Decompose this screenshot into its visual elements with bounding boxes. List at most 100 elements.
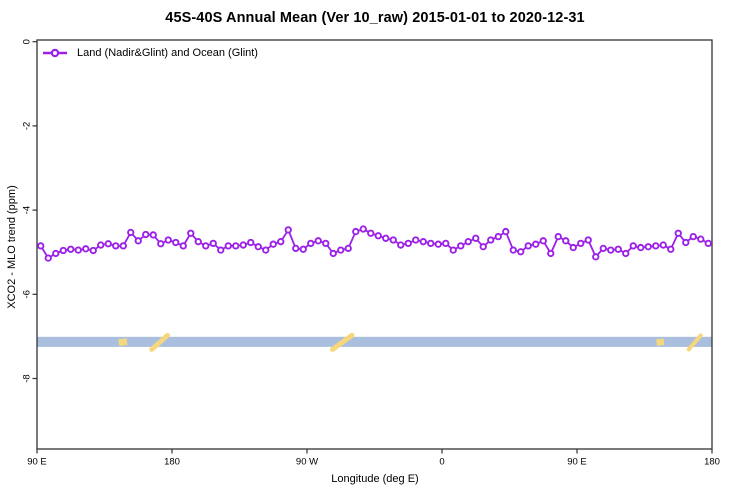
data-point bbox=[629, 242, 637, 250]
data-point bbox=[359, 225, 367, 233]
data-point bbox=[322, 239, 330, 248]
data-point bbox=[164, 236, 172, 244]
data-point bbox=[607, 246, 615, 254]
data-point bbox=[464, 238, 472, 246]
data-point bbox=[614, 245, 622, 253]
data-point bbox=[89, 246, 97, 255]
data-point bbox=[674, 229, 682, 237]
data-point bbox=[412, 236, 420, 244]
data-point bbox=[187, 229, 195, 237]
data-point bbox=[337, 246, 345, 254]
land-segment bbox=[330, 332, 355, 352]
y-tick-label: -2 bbox=[21, 122, 32, 130]
data-point bbox=[449, 246, 457, 254]
data-point bbox=[479, 243, 487, 251]
data-point bbox=[382, 234, 390, 242]
land-segment bbox=[118, 338, 128, 346]
data-point bbox=[532, 240, 540, 248]
data-point bbox=[284, 226, 292, 234]
data-point bbox=[44, 254, 52, 262]
data-point bbox=[472, 234, 480, 242]
data-point bbox=[397, 241, 405, 249]
data-point bbox=[269, 240, 277, 248]
data-point bbox=[352, 227, 360, 236]
data-point bbox=[142, 230, 150, 239]
data-point bbox=[82, 245, 90, 253]
data-point bbox=[299, 245, 307, 253]
data-point bbox=[367, 229, 375, 237]
data-point bbox=[37, 242, 45, 250]
data-point bbox=[569, 243, 577, 252]
data-point bbox=[344, 244, 352, 253]
data-point bbox=[622, 249, 630, 258]
data-point bbox=[59, 246, 67, 255]
data-point bbox=[67, 245, 75, 253]
data-point bbox=[74, 246, 82, 254]
data-point bbox=[577, 239, 585, 248]
chart-title: 45S-40S Annual Mean (Ver 10_raw) 2015-01… bbox=[165, 10, 585, 26]
data-point bbox=[329, 249, 337, 258]
legend: Land (Nadir&Glint) and Ocean (Glint) bbox=[42, 47, 258, 59]
data-point bbox=[682, 238, 690, 247]
data-point bbox=[292, 244, 300, 253]
ocean-band bbox=[37, 336, 712, 347]
data-point bbox=[644, 243, 652, 251]
data-point bbox=[374, 232, 382, 240]
x-tick-label: 90 E bbox=[27, 457, 47, 468]
land-segment bbox=[686, 333, 703, 352]
legend-label: Land (Nadir&Glint) and Ocean (Glint) bbox=[77, 47, 258, 59]
data-point bbox=[487, 236, 495, 244]
y-tick-label: -8 bbox=[22, 374, 33, 382]
x-tick-label: 0 bbox=[439, 457, 444, 468]
data-point bbox=[562, 237, 570, 245]
data-point bbox=[202, 242, 210, 250]
data-point bbox=[157, 240, 165, 248]
x-tick-label: 90 E bbox=[567, 457, 587, 468]
data-point bbox=[584, 236, 592, 244]
data-point bbox=[149, 231, 157, 239]
data-point bbox=[419, 238, 427, 246]
data-point bbox=[659, 241, 667, 249]
data-point bbox=[209, 239, 217, 248]
data-point bbox=[247, 238, 255, 247]
data-point bbox=[652, 242, 660, 250]
y-tick-label: -4 bbox=[22, 206, 33, 214]
data-point bbox=[389, 236, 397, 244]
data-point bbox=[494, 232, 502, 241]
data-point bbox=[637, 243, 645, 252]
data-point bbox=[704, 239, 712, 248]
data-point bbox=[194, 238, 202, 246]
x-tick-label: 90 W bbox=[296, 457, 318, 468]
data-point bbox=[689, 232, 697, 241]
y-tick-label: 0 bbox=[22, 39, 33, 44]
data-point bbox=[427, 239, 435, 248]
data-point bbox=[314, 237, 322, 245]
data-point bbox=[217, 246, 225, 254]
data-point bbox=[554, 232, 562, 241]
data-point bbox=[262, 246, 270, 254]
data-point bbox=[254, 243, 262, 251]
legend-marker-icon bbox=[43, 48, 67, 58]
data-point bbox=[127, 228, 135, 237]
data-point bbox=[547, 249, 555, 258]
data-point bbox=[404, 239, 412, 248]
data-point bbox=[697, 235, 705, 243]
data-point bbox=[239, 241, 247, 249]
data-point bbox=[97, 241, 105, 249]
data-point bbox=[134, 237, 142, 245]
data-point bbox=[667, 245, 675, 253]
data-point bbox=[224, 242, 232, 250]
data-point bbox=[112, 242, 120, 250]
trend-line bbox=[39, 228, 709, 259]
data-point bbox=[52, 249, 60, 258]
data-point bbox=[592, 253, 600, 261]
plot-border bbox=[36, 39, 713, 450]
data-point bbox=[539, 237, 547, 245]
y-tick-label: -6 bbox=[22, 290, 33, 298]
data-point bbox=[277, 238, 285, 246]
data-point bbox=[509, 246, 517, 254]
data-point bbox=[179, 242, 187, 250]
data-point bbox=[307, 239, 315, 248]
